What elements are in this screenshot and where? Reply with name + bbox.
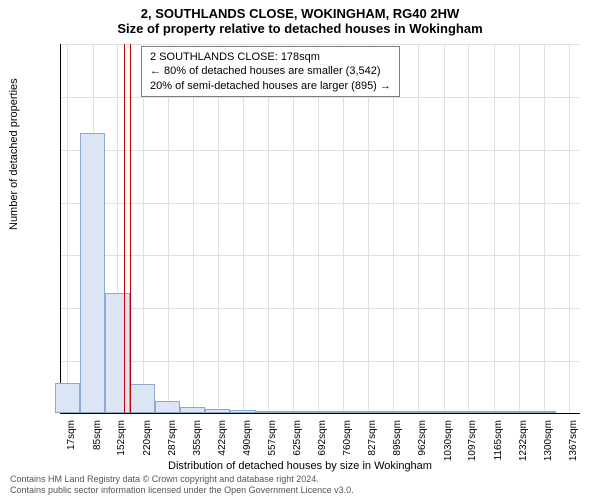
gridline-v xyxy=(143,44,144,413)
plot-area-wrapper: 2 SOUTHLANDS CLOSE: 178sqm ← 80% of deta… xyxy=(60,44,580,414)
histogram-bar xyxy=(431,411,456,413)
x-tick-label: 625sqm xyxy=(292,420,303,456)
gridline-h xyxy=(61,97,580,98)
histogram-bar xyxy=(481,411,506,413)
chart-title-block: 2, SOUTHLANDS CLOSE, WOKINGHAM, RG40 2HW… xyxy=(0,0,600,36)
footer-line-1: Contains HM Land Registry data © Crown c… xyxy=(10,474,354,485)
x-tick-label: 827sqm xyxy=(367,420,378,456)
gridline-h xyxy=(61,44,580,45)
x-tick-label: 1097sqm xyxy=(467,420,478,461)
histogram-bar xyxy=(255,411,280,413)
y-axis-label: Number of detached properties xyxy=(8,78,20,230)
footer-attribution: Contains HM Land Registry data © Crown c… xyxy=(10,474,354,496)
x-axis-label: Distribution of detached houses by size … xyxy=(0,460,600,472)
histogram-bar xyxy=(80,133,105,413)
gridline-v xyxy=(544,44,545,413)
x-tick-label: 1300sqm xyxy=(543,420,554,461)
x-tick-label: 1367sqm xyxy=(568,420,579,461)
footer-line-2: Contains public sector information licen… xyxy=(10,485,354,496)
gridline-v xyxy=(569,44,570,413)
histogram-bar xyxy=(205,409,230,413)
legend-line-1: 2 SOUTHLANDS CLOSE: 178sqm xyxy=(150,50,391,64)
histogram-bar xyxy=(406,411,431,413)
histogram-bar xyxy=(230,410,255,413)
gridline-v xyxy=(243,44,244,413)
histogram-bar xyxy=(531,411,556,413)
gridline-v xyxy=(168,44,169,413)
gridline-h xyxy=(61,361,580,362)
x-tick-label: 1232sqm xyxy=(518,420,529,461)
histogram-bar xyxy=(281,411,306,413)
marker-line xyxy=(124,44,125,413)
gridline-v xyxy=(418,44,419,413)
legend-line-3: 20% of semi-detached houses are larger (… xyxy=(150,79,391,93)
title-address: 2, SOUTHLANDS CLOSE, WOKINGHAM, RG40 2HW xyxy=(0,6,600,21)
x-tick-label: 895sqm xyxy=(392,420,403,456)
histogram-bar xyxy=(381,411,406,413)
x-tick-label: 1030sqm xyxy=(443,420,454,461)
gridline-h xyxy=(61,150,580,151)
gridline-v xyxy=(343,44,344,413)
histogram-bar xyxy=(506,411,531,413)
gridline-h xyxy=(61,308,580,309)
gridline-h xyxy=(61,203,580,204)
x-tick-label: 962sqm xyxy=(417,420,428,456)
gridline-v xyxy=(67,44,68,413)
x-tick-label: 287sqm xyxy=(167,420,178,456)
x-tick-label: 692sqm xyxy=(317,420,328,456)
histogram-bar xyxy=(55,383,80,413)
x-tick-label: 355sqm xyxy=(192,420,203,456)
x-tick-label: 85sqm xyxy=(92,420,103,450)
x-tick-label: 220sqm xyxy=(142,420,153,456)
histogram-bar xyxy=(130,384,155,413)
histogram-bar xyxy=(180,407,205,413)
gridline-v xyxy=(444,44,445,413)
gridline-v xyxy=(519,44,520,413)
histogram-bar xyxy=(155,401,180,413)
x-tick-label: 557sqm xyxy=(267,420,278,456)
plot-area: 2 SOUTHLANDS CLOSE: 178sqm ← 80% of deta… xyxy=(60,44,580,414)
gridline-v xyxy=(268,44,269,413)
gridline-v xyxy=(193,44,194,413)
x-tick-label: 17sqm xyxy=(66,420,77,450)
histogram-bar xyxy=(456,411,481,413)
histogram-bar xyxy=(331,411,356,413)
gridline-v xyxy=(318,44,319,413)
x-tick-label: 760sqm xyxy=(342,420,353,456)
histogram-bar xyxy=(356,411,381,413)
gridline-v xyxy=(494,44,495,413)
gridline-v xyxy=(368,44,369,413)
marker-line xyxy=(130,44,131,413)
x-tick-label: 1165sqm xyxy=(493,420,504,460)
title-subtitle: Size of property relative to detached ho… xyxy=(0,21,600,36)
histogram-bar xyxy=(105,293,130,414)
x-tick-label: 490sqm xyxy=(242,420,253,456)
gridline-v xyxy=(218,44,219,413)
gridline-v xyxy=(468,44,469,413)
histogram-bar xyxy=(305,411,330,413)
legend-box: 2 SOUTHLANDS CLOSE: 178sqm ← 80% of deta… xyxy=(141,46,400,97)
x-tick-label: 152sqm xyxy=(116,420,127,456)
legend-line-2: ← 80% of detached houses are smaller (3,… xyxy=(150,64,391,78)
gridline-v xyxy=(393,44,394,413)
gridline-v xyxy=(293,44,294,413)
gridline-h xyxy=(61,255,580,256)
x-tick-label: 422sqm xyxy=(217,420,228,456)
